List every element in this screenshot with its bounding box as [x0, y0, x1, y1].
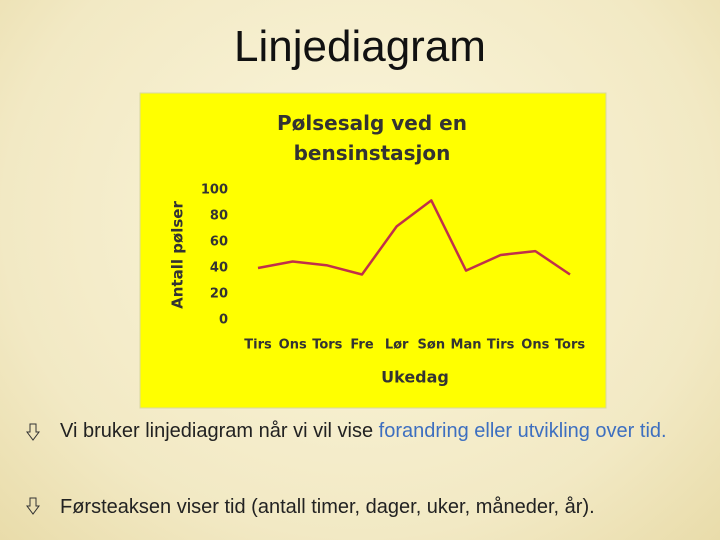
y-tick-label: 0: [219, 313, 228, 328]
bullet-highlight: forandring eller utvikling over tid.: [378, 420, 667, 442]
y-tick-label: 60: [210, 235, 228, 250]
x-tick-label: Tirs: [244, 338, 272, 353]
y-tick-label: 40: [210, 261, 228, 276]
bullet: Vi bruker linjediagram når vi vil vise f…: [60, 418, 710, 444]
x-axis-label: Ukedag: [381, 368, 449, 387]
x-tick-label: Søn: [418, 338, 446, 353]
x-tick-label: Ons: [279, 338, 307, 353]
x-tick-label: Man: [451, 338, 482, 353]
bullet: Førsteaksen viser tid (antall timer, dag…: [60, 494, 710, 520]
x-tick-label: Tirs: [487, 338, 515, 353]
bullet-text: Førsteaksen viser tid (antall timer, dag…: [60, 496, 595, 518]
x-tick-label: Tors: [312, 338, 342, 353]
x-tick-label: Fre: [350, 338, 373, 353]
y-tick-label: 80: [210, 209, 228, 224]
bullet-icon: [26, 497, 40, 515]
y-tick-label: 20: [210, 287, 228, 302]
x-tick-label: Lør: [385, 338, 409, 353]
chart-area: [139, 92, 607, 409]
slide-title: Linjediagram: [234, 22, 486, 71]
y-tick-label: 100: [201, 183, 228, 198]
bullet-text: Vi bruker linjediagram når vi vil vise: [60, 420, 379, 442]
x-tick-label: Ons: [521, 338, 549, 353]
y-axis-label: Antall pølser: [169, 201, 187, 309]
x-tick-label: Tors: [555, 338, 585, 353]
chart-title: Pølsesalg ved en bensinstasjon: [277, 111, 467, 165]
bullet-icon: [26, 423, 40, 441]
line: [257, 199, 571, 276]
